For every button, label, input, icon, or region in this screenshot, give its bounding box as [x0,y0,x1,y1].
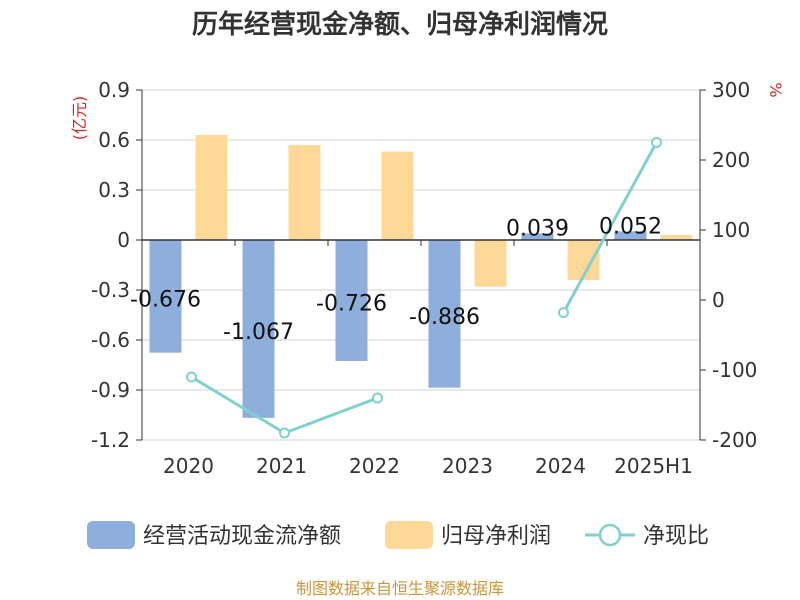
bar-data-label: -1.067 [223,320,294,345]
bar [474,240,507,287]
x-tick-label: 2025H1 [614,454,693,478]
bar [195,135,228,240]
bar-data-label: -0.886 [409,305,480,330]
ratio-line [186,137,662,439]
source-note: 制图数据来自恒生聚源数据库 [296,579,504,598]
left-tick-label: 0.6 [98,128,130,152]
legend-label: 净现比 [643,524,709,549]
legend-swatch [87,521,135,549]
legend: 经营活动现金流净额 归母净利润 净现比 [87,521,709,549]
right-tick-label: 300 [712,78,750,102]
bar [288,145,321,240]
right-axis-unit: % [766,82,785,97]
legend-label: 经营活动现金流净额 [143,524,341,549]
left-tick-label: -1.2 [91,428,130,452]
ratio-point [372,392,383,404]
left-tick-label: 0 [117,228,130,252]
axes: 0.9 0.6 0.3 0 -0.3 -0.6 -0.9 -1.2 300 200 100 0 -100… [91,78,757,478]
legend-label: 归母净利润 [441,524,551,549]
ratio-line-segment [562,141,658,314]
right-tick-label: 0 [712,288,725,312]
bar-data-label: -0.676 [130,287,201,312]
left-axis-unit: (亿元) [70,96,89,141]
bar [149,240,182,353]
right-tick-label: 200 [712,148,750,172]
bar [660,235,693,240]
bar-data-label: -0.726 [316,292,387,317]
ratio-point [279,427,290,439]
x-tick-label: 2020 [163,454,214,478]
chart-title: 历年经营现金净额、归母净利润情况 [192,9,608,40]
left-tick-label: -0.9 [91,378,130,402]
left-tick-label: -0.3 [91,278,130,302]
ratio-point [186,371,197,383]
data-labels: -0.676 -1.067 -0.726 -0.886 0.039 0.052 [130,214,662,345]
legend-swatch-marker [598,523,622,547]
bars [149,135,693,418]
bar [614,231,647,240]
ratio-line-segment [190,375,379,435]
right-tick-label: -100 [712,358,757,382]
bar-data-label: 0.052 [599,214,662,239]
left-tick-label: -0.6 [91,328,130,352]
bar-data-label: 0.039 [506,217,569,242]
bar [428,240,461,388]
left-tick-label: 0.9 [98,78,130,102]
bar [242,240,275,418]
ratio-point [651,137,662,148]
bar [381,151,414,240]
ratio-point [558,307,569,319]
right-tick-label: 100 [712,218,750,242]
x-tick-label: 2023 [442,454,493,478]
x-tick-label: 2022 [349,454,400,478]
bar [521,233,554,240]
x-tick-label: 2021 [256,454,307,478]
bar [335,240,368,361]
right-tick-label: -200 [712,428,757,452]
left-tick-label: 0.3 [98,178,130,202]
legend-swatch [385,521,433,549]
x-tick-label: 2024 [535,454,586,478]
